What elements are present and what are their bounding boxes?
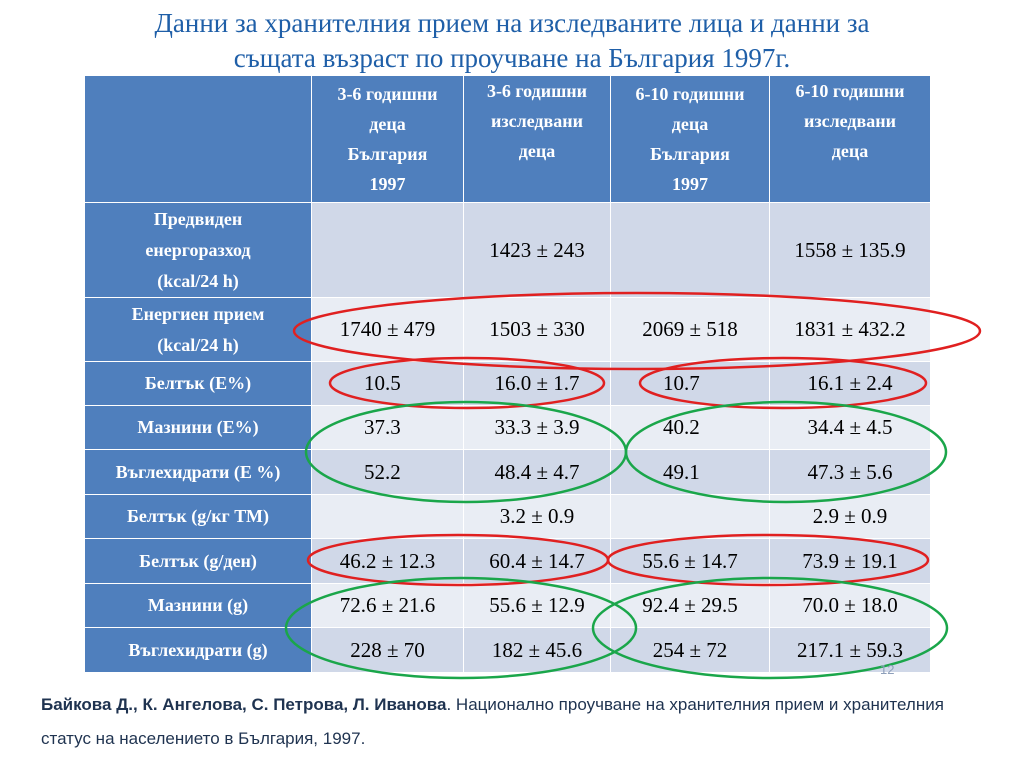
row-header: Белтък (g/кг ТМ) [84,494,312,539]
table-row: Белтък (g/ден) 46.2 ± 12.3 60.4 ± 14.7 5… [84,538,931,584]
table-cell: 55.6 ± 12.9 [463,583,611,628]
table-cell [311,202,464,298]
column-header-line: деца [831,141,869,161]
column-header-line: 3-6 годишни [337,84,438,104]
column-header-line: 3-6 годишни [486,81,588,101]
table-row: Белтък (Е%) 10.5 16.0 ± 1.7 10.7 16.1 ± … [84,361,931,406]
intake-table: 3-6 годишни деца България 1997 3-6 годиш… [84,75,931,673]
slide-title: Данни за хранителния прием на изследвани… [0,6,1024,76]
column-header: 3-6 годишни деца България 1997 [311,75,464,203]
table-cell: 40.2 [610,405,770,450]
column-header-line: 1997 [672,174,708,194]
table-cell: 73.9 ± 19.1 [769,538,931,584]
table-cell: 33.3 ± 3.9 [463,405,611,450]
column-header-line: България [347,144,428,164]
table-cell: 46.2 ± 12.3 [311,538,464,584]
table-row: Въглехидрати (g) 228 ± 70 182 ± 45.6 254… [84,627,931,673]
table-cell: 70.0 ± 18.0 [769,583,931,628]
table-cell: 16.0 ± 1.7 [463,361,611,406]
table-cell: 37.3 [311,405,464,450]
column-header: 3-6 годишни изследвани деца [463,75,611,203]
row-header-line: (kcal/24 h) [157,334,239,355]
row-header: Мазнини (g) [84,583,312,628]
row-header-line: Белтък (Е%) [144,373,252,393]
row-header-line: Въглехидрати (Е %) [115,461,281,482]
column-header-line: 6-10 годишни [635,84,745,104]
reference-text: . Национално проучване на хранителния пр… [41,695,944,748]
table-cell: 47.3 ± 5.6 [769,449,931,495]
table-cell: 92.4 ± 29.5 [610,583,770,628]
table-row: Предвиден енергоразход (kcal/24 h) 1423 … [84,202,931,298]
column-header-line: 1997 [369,174,406,194]
table-cell: 254 ± 72 [610,627,770,673]
row-header: Предвиден енергоразход (kcal/24 h) [84,202,312,298]
table-row: Мазнини (g) 72.6 ± 21.6 55.6 ± 12.9 92.4… [84,583,931,628]
row-header-line: Предвиден [153,208,243,229]
table-cell: 182 ± 45.6 [463,627,611,673]
table-cell: 10.5 [311,361,464,406]
row-header: Въглехидрати (Е %) [84,449,312,495]
table-cell [311,494,464,539]
row-header-line: Въглехидрати (g) [128,639,268,660]
column-header-line: изследвани [803,111,896,131]
table-row: Мазнини (Е%) 37.3 33.3 ± 3.9 40.2 34.4 ±… [84,405,931,450]
column-header-line: деца [671,114,709,134]
column-header-line: деца [518,141,556,161]
row-header-line: (kcal/24 h) [157,270,239,291]
page-number: 12 [880,662,895,677]
table-cell: 60.4 ± 14.7 [463,538,611,584]
column-header-line: изследвани [490,111,583,131]
table-cell: 1740 ± 479 [311,297,464,362]
table-cell: 2069 ± 518 [610,297,770,362]
table-cell: 72.6 ± 21.6 [311,583,464,628]
row-header-line: Енергиен прием [131,303,265,324]
table-cell [610,202,770,298]
row-header: Енергиен прием (kcal/24 h) [84,297,312,362]
table-cell: 228 ± 70 [311,627,464,673]
header-corner [84,75,312,203]
table-row: Енергиен прием (kcal/24 h) 1740 ± 479 15… [84,297,931,362]
table-cell: 3.2 ± 0.9 [463,494,611,539]
row-header: Въглехидрати (g) [84,627,312,673]
table-cell: 16.1 ± 2.4 [769,361,931,406]
table-row: Белтък (g/кг ТМ) 3.2 ± 0.9 2.9 ± 0.9 [84,494,931,539]
table-row: Въглехидрати (Е %) 52.2 48.4 ± 4.7 49.1 … [84,449,931,495]
column-header-line: деца [369,114,406,134]
row-header: Белтък (Е%) [84,361,312,406]
table-cell: 55.6 ± 14.7 [610,538,770,584]
reference-authors: Байкова Д., К. Ангелова, С. Петрова, Л. … [41,695,447,714]
row-header-line: Мазнини (g) [147,595,249,615]
table-cell: 34.4 ± 4.5 [769,405,931,450]
table-cell: 1831 ± 432.2 [769,297,931,362]
table-cell: 217.1 ± 59.3 [769,627,931,673]
table-cell: 1503 ± 330 [463,297,611,362]
row-header-line: Белтък (g/кг ТМ) [127,506,269,526]
column-header-line: 6-10 годишни [795,81,905,101]
table-cell: 49.1 [610,449,770,495]
slide-title-line-1: Данни за хранителния прием на изследвани… [154,8,870,38]
row-header-line: Белтък (g/ден) [139,550,257,571]
table-cell: 1558 ± 135.9 [769,202,931,298]
table-cell [610,494,770,539]
table-cell: 48.4 ± 4.7 [463,449,611,495]
reference-citation: Байкова Д., К. Ангелова, С. Петрова, Л. … [41,688,991,756]
row-header-line: Мазнини (Е%) [137,417,259,437]
column-header-line: България [650,144,730,164]
row-header-line: енергоразход [145,239,251,260]
row-header: Мазнини (Е%) [84,405,312,450]
table-cell: 52.2 [311,449,464,495]
column-header: 6-10 годишни деца България 1997 [610,75,770,203]
header-row: 3-6 годишни деца България 1997 3-6 годиш… [84,75,931,203]
table-cell: 2.9 ± 0.9 [769,494,931,539]
column-header: 6-10 годишни изследвани деца [769,75,931,203]
table-cell: 10.7 [610,361,770,406]
slide-title-line-2: същата възраст по проучване на България … [233,43,791,73]
row-header: Белтък (g/ден) [84,538,312,584]
table-cell: 1423 ± 243 [463,202,611,298]
